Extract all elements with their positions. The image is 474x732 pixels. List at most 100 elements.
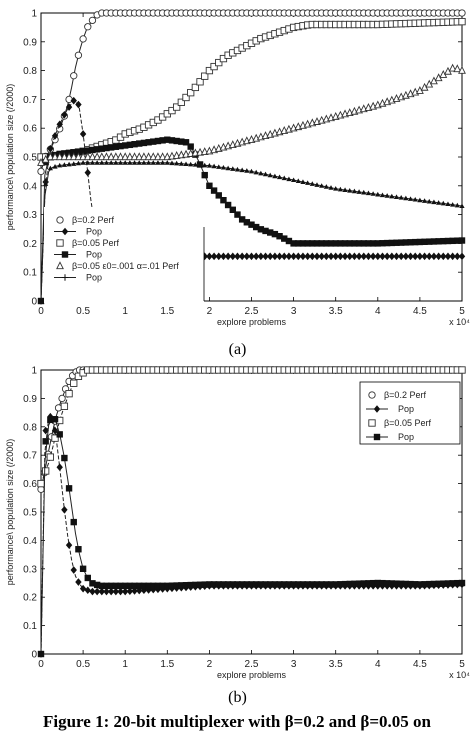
data-point <box>299 581 307 588</box>
data-point <box>187 143 194 150</box>
data-point <box>309 581 316 588</box>
y-tick-label: 0.1 <box>23 268 37 279</box>
data-point <box>440 200 446 206</box>
data-point <box>407 196 414 201</box>
data-point <box>416 238 424 246</box>
data-point <box>93 581 101 589</box>
data-point <box>342 187 348 192</box>
data-point <box>188 161 194 167</box>
data-point <box>267 581 274 588</box>
figure: 0 0.5 1 1.5 2 2.5 3 3.5 4 4.5 5 0 0.1 0.2 0.3 0.4 0.5 0.6… <box>5 9 470 707</box>
legend-box <box>359 381 461 445</box>
series-0 <box>37 9 466 176</box>
data-point <box>412 196 418 202</box>
data-point <box>127 160 133 165</box>
y-tick-label: 0.6 <box>23 124 37 135</box>
data-point <box>346 580 353 588</box>
y-tick-label: 0.7 <box>23 451 37 462</box>
data-point <box>60 402 69 410</box>
data-point <box>136 160 142 165</box>
data-point <box>117 582 124 590</box>
y-tick-label: 0.9 <box>23 394 37 405</box>
data-point <box>140 582 148 590</box>
data-point <box>103 160 110 165</box>
data-point <box>379 240 386 247</box>
data-point <box>383 580 391 587</box>
data-point <box>84 168 91 177</box>
data-point <box>323 184 329 189</box>
data-point <box>89 146 96 154</box>
data-point <box>83 152 92 161</box>
data-point <box>291 177 297 183</box>
data-point <box>412 581 419 588</box>
data-point <box>299 240 307 247</box>
data-point <box>112 143 120 150</box>
legend-marker <box>373 405 381 413</box>
data-point <box>97 152 106 161</box>
data-point <box>210 252 218 261</box>
data-point <box>243 581 251 588</box>
data-point <box>384 193 390 198</box>
data-point <box>158 152 167 161</box>
data-point <box>51 152 59 161</box>
data-point <box>290 581 297 588</box>
data-point <box>313 240 321 247</box>
x-tick-label: 3 <box>291 306 297 317</box>
chart-panel: 0 0.5 1 1.5 2 2.5 3 3.5 4 4.5 5 0 0.1 0.2 0.3 0.4 0.5 0.6… <box>5 9 470 359</box>
data-point <box>168 137 176 144</box>
data-point <box>126 582 134 590</box>
data-point <box>388 239 396 247</box>
y-tick-label: 0 <box>31 297 37 308</box>
data-point <box>89 587 96 596</box>
data-point <box>98 582 106 590</box>
y-axis-label: performance\ population size (/2000) <box>5 84 15 231</box>
x-tick-label: 1 <box>122 306 128 317</box>
data-point <box>79 565 87 572</box>
data-point <box>458 9 466 17</box>
data-point <box>74 51 83 59</box>
data-point <box>178 138 185 145</box>
data-point <box>440 252 447 261</box>
data-point <box>177 98 185 106</box>
data-point <box>379 579 386 587</box>
data-point <box>257 252 265 261</box>
data-point <box>341 252 349 261</box>
data-point <box>159 582 166 590</box>
data-point <box>323 240 330 247</box>
data-point <box>360 580 367 587</box>
data-point <box>397 239 405 246</box>
data-point <box>79 152 88 161</box>
data-point <box>47 416 54 424</box>
data-point <box>332 581 339 588</box>
legend-label: β=0.2 Perf <box>72 215 114 225</box>
data-point <box>65 103 73 111</box>
data-point <box>295 581 302 588</box>
data-point <box>201 171 208 179</box>
data-point <box>407 239 414 246</box>
x-multiplier-label: x 10⁴ <box>449 317 470 327</box>
data-point <box>430 580 438 588</box>
data-point <box>210 581 218 588</box>
x-tick-label: 0.5 <box>76 659 90 670</box>
data-point <box>140 139 148 147</box>
data-point <box>66 161 72 167</box>
data-point <box>328 185 334 190</box>
data-point <box>430 238 438 245</box>
y-tick-label: 0.2 <box>23 239 37 250</box>
x-tick-label: 3.5 <box>329 306 343 317</box>
data-point <box>244 168 250 173</box>
data-point <box>397 252 405 261</box>
data-point <box>107 144 115 151</box>
legend-label: β=0.05 ε0=.001 α=.01 Perf <box>72 261 179 271</box>
data-point <box>290 240 297 247</box>
data-point <box>351 240 358 247</box>
data-point <box>61 454 68 462</box>
data-point <box>94 160 100 165</box>
data-point <box>61 505 68 514</box>
data-point <box>426 198 432 204</box>
x-tick-label: 5 <box>459 659 465 670</box>
legend-label: Pop <box>398 404 414 414</box>
data-point <box>130 152 139 161</box>
data-point <box>341 580 349 588</box>
data-point <box>117 587 124 596</box>
